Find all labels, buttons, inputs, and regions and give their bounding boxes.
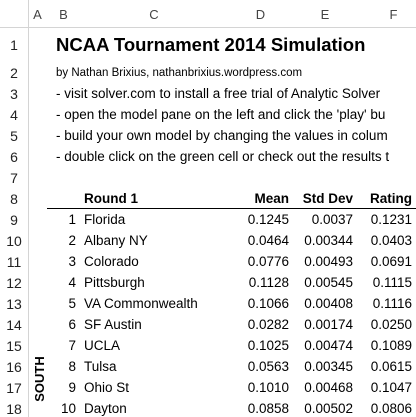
seed[interactable]: 5	[68, 296, 76, 311]
region-label: SOUTH	[31, 356, 47, 402]
row-header[interactable]: 5	[0, 125, 28, 146]
note[interactable]: - build your own model by changing the v…	[56, 128, 388, 143]
grid-line	[0, 27, 416, 28]
mean[interactable]: 0.1128	[248, 275, 289, 290]
mean[interactable]: 0.0464	[247, 233, 289, 248]
std-dev[interactable]: 0.00493	[304, 254, 353, 269]
seed[interactable]: 10	[60, 401, 76, 416]
mean[interactable]: 0.0776	[247, 254, 289, 269]
team[interactable]: Dayton	[84, 401, 127, 416]
row-header[interactable]: 2	[0, 62, 28, 83]
row-header[interactable]: 9	[0, 209, 28, 230]
row-header[interactable]: 16	[0, 356, 28, 377]
row-header[interactable]: 12	[0, 272, 28, 293]
row-header[interactable]: 17	[0, 377, 28, 398]
team[interactable]: Tulsa	[84, 359, 117, 374]
rating[interactable]: 0.0806	[370, 401, 412, 416]
row-header[interactable]: 15	[0, 335, 28, 356]
row-header[interactable]: 18	[0, 398, 28, 417]
team[interactable]: Ohio St	[84, 380, 130, 395]
seed[interactable]: 3	[68, 254, 76, 269]
std-dev[interactable]: 0.00408	[304, 296, 353, 311]
std-dev[interactable]: 0.00468	[304, 380, 353, 395]
row-header[interactable]: 4	[0, 104, 28, 125]
rating[interactable]: 0.1231	[370, 212, 412, 227]
grid-line	[28, 0, 29, 417]
row-header[interactable]: 6	[0, 146, 28, 167]
seed[interactable]: 1	[68, 212, 76, 227]
seed[interactable]: 9	[68, 380, 76, 395]
row-header[interactable]: 14	[0, 314, 28, 335]
row-header[interactable]: 7	[0, 167, 28, 188]
rating[interactable]: 0.0691	[370, 254, 412, 269]
team[interactable]: Colorado	[84, 254, 139, 269]
std-dev[interactable]: 0.00474	[304, 338, 353, 353]
rating[interactable]: 0.1089	[370, 338, 412, 353]
mean[interactable]: 0.0858	[247, 401, 289, 416]
column-header[interactable]: A	[28, 0, 47, 28]
team[interactable]: Pittsburgh	[84, 275, 145, 290]
title[interactable]: NCAA Tournament 2014 Simulation	[56, 34, 366, 55]
mean[interactable]: 0.1025	[247, 338, 289, 353]
team[interactable]: VA Commonwealth	[84, 296, 198, 311]
row-header[interactable]: 1	[0, 28, 28, 62]
team[interactable]: Florida	[84, 212, 126, 227]
table-header[interactable]: Round 1	[84, 191, 138, 206]
rating[interactable]: 0.0615	[370, 359, 412, 374]
table-header[interactable]: Mean	[254, 191, 289, 206]
seed[interactable]: 7	[68, 338, 76, 353]
note[interactable]: - double click on the green cell or chec…	[56, 149, 390, 164]
rating[interactable]: 0.0250	[370, 317, 412, 332]
rating[interactable]: 0.1047	[370, 380, 412, 395]
mean[interactable]: 0.1066	[247, 296, 289, 311]
note[interactable]: - visit solver.com to install a free tri…	[56, 86, 381, 101]
std-dev[interactable]: 0.00174	[304, 317, 353, 332]
table-header[interactable]: Rating	[370, 191, 412, 206]
grid-line	[47, 208, 416, 209]
row-header[interactable]: 3	[0, 83, 28, 104]
seed[interactable]: 4	[68, 275, 76, 290]
seed[interactable]: 8	[68, 359, 76, 374]
std-dev[interactable]: 0.00344	[304, 233, 353, 248]
rating[interactable]: 0.0403	[370, 233, 412, 248]
seed[interactable]: 2	[68, 233, 76, 248]
rating[interactable]: 0.1115	[372, 275, 412, 290]
row-header[interactable]: 11	[0, 251, 28, 272]
row-header[interactable]: 13	[0, 293, 28, 314]
rating[interactable]: 0.1116	[372, 296, 412, 311]
column-header[interactable]: D	[228, 0, 293, 28]
team[interactable]: UCLA	[84, 338, 121, 353]
seed[interactable]: 6	[68, 317, 76, 332]
column-header[interactable]: C	[80, 0, 228, 28]
row-header[interactable]: 8	[0, 188, 28, 209]
team[interactable]: Albany NY	[84, 233, 148, 248]
mean[interactable]: 0.0282	[247, 317, 289, 332]
std-dev[interactable]: 0.00502	[304, 401, 353, 416]
mean[interactable]: 0.1245	[247, 212, 289, 227]
std-dev[interactable]: 0.00545	[304, 275, 353, 290]
std-dev[interactable]: 0.00345	[304, 359, 353, 374]
mean[interactable]: 0.0563	[247, 359, 289, 374]
column-header[interactable]: F	[357, 0, 416, 28]
column-header[interactable]: B	[47, 0, 80, 28]
std-dev[interactable]: 0.0037	[311, 212, 353, 227]
note[interactable]: - open the model pane on the left and cl…	[56, 107, 386, 122]
team[interactable]: SF Austin	[84, 317, 142, 332]
byline[interactable]: by Nathan Brixius, nathanbrixius.wordpre…	[56, 66, 303, 79]
column-header[interactable]: E	[293, 0, 357, 28]
row-header[interactable]: 10	[0, 230, 28, 251]
mean[interactable]: 0.1010	[247, 380, 289, 395]
table-header[interactable]: Std Dev	[302, 191, 353, 206]
